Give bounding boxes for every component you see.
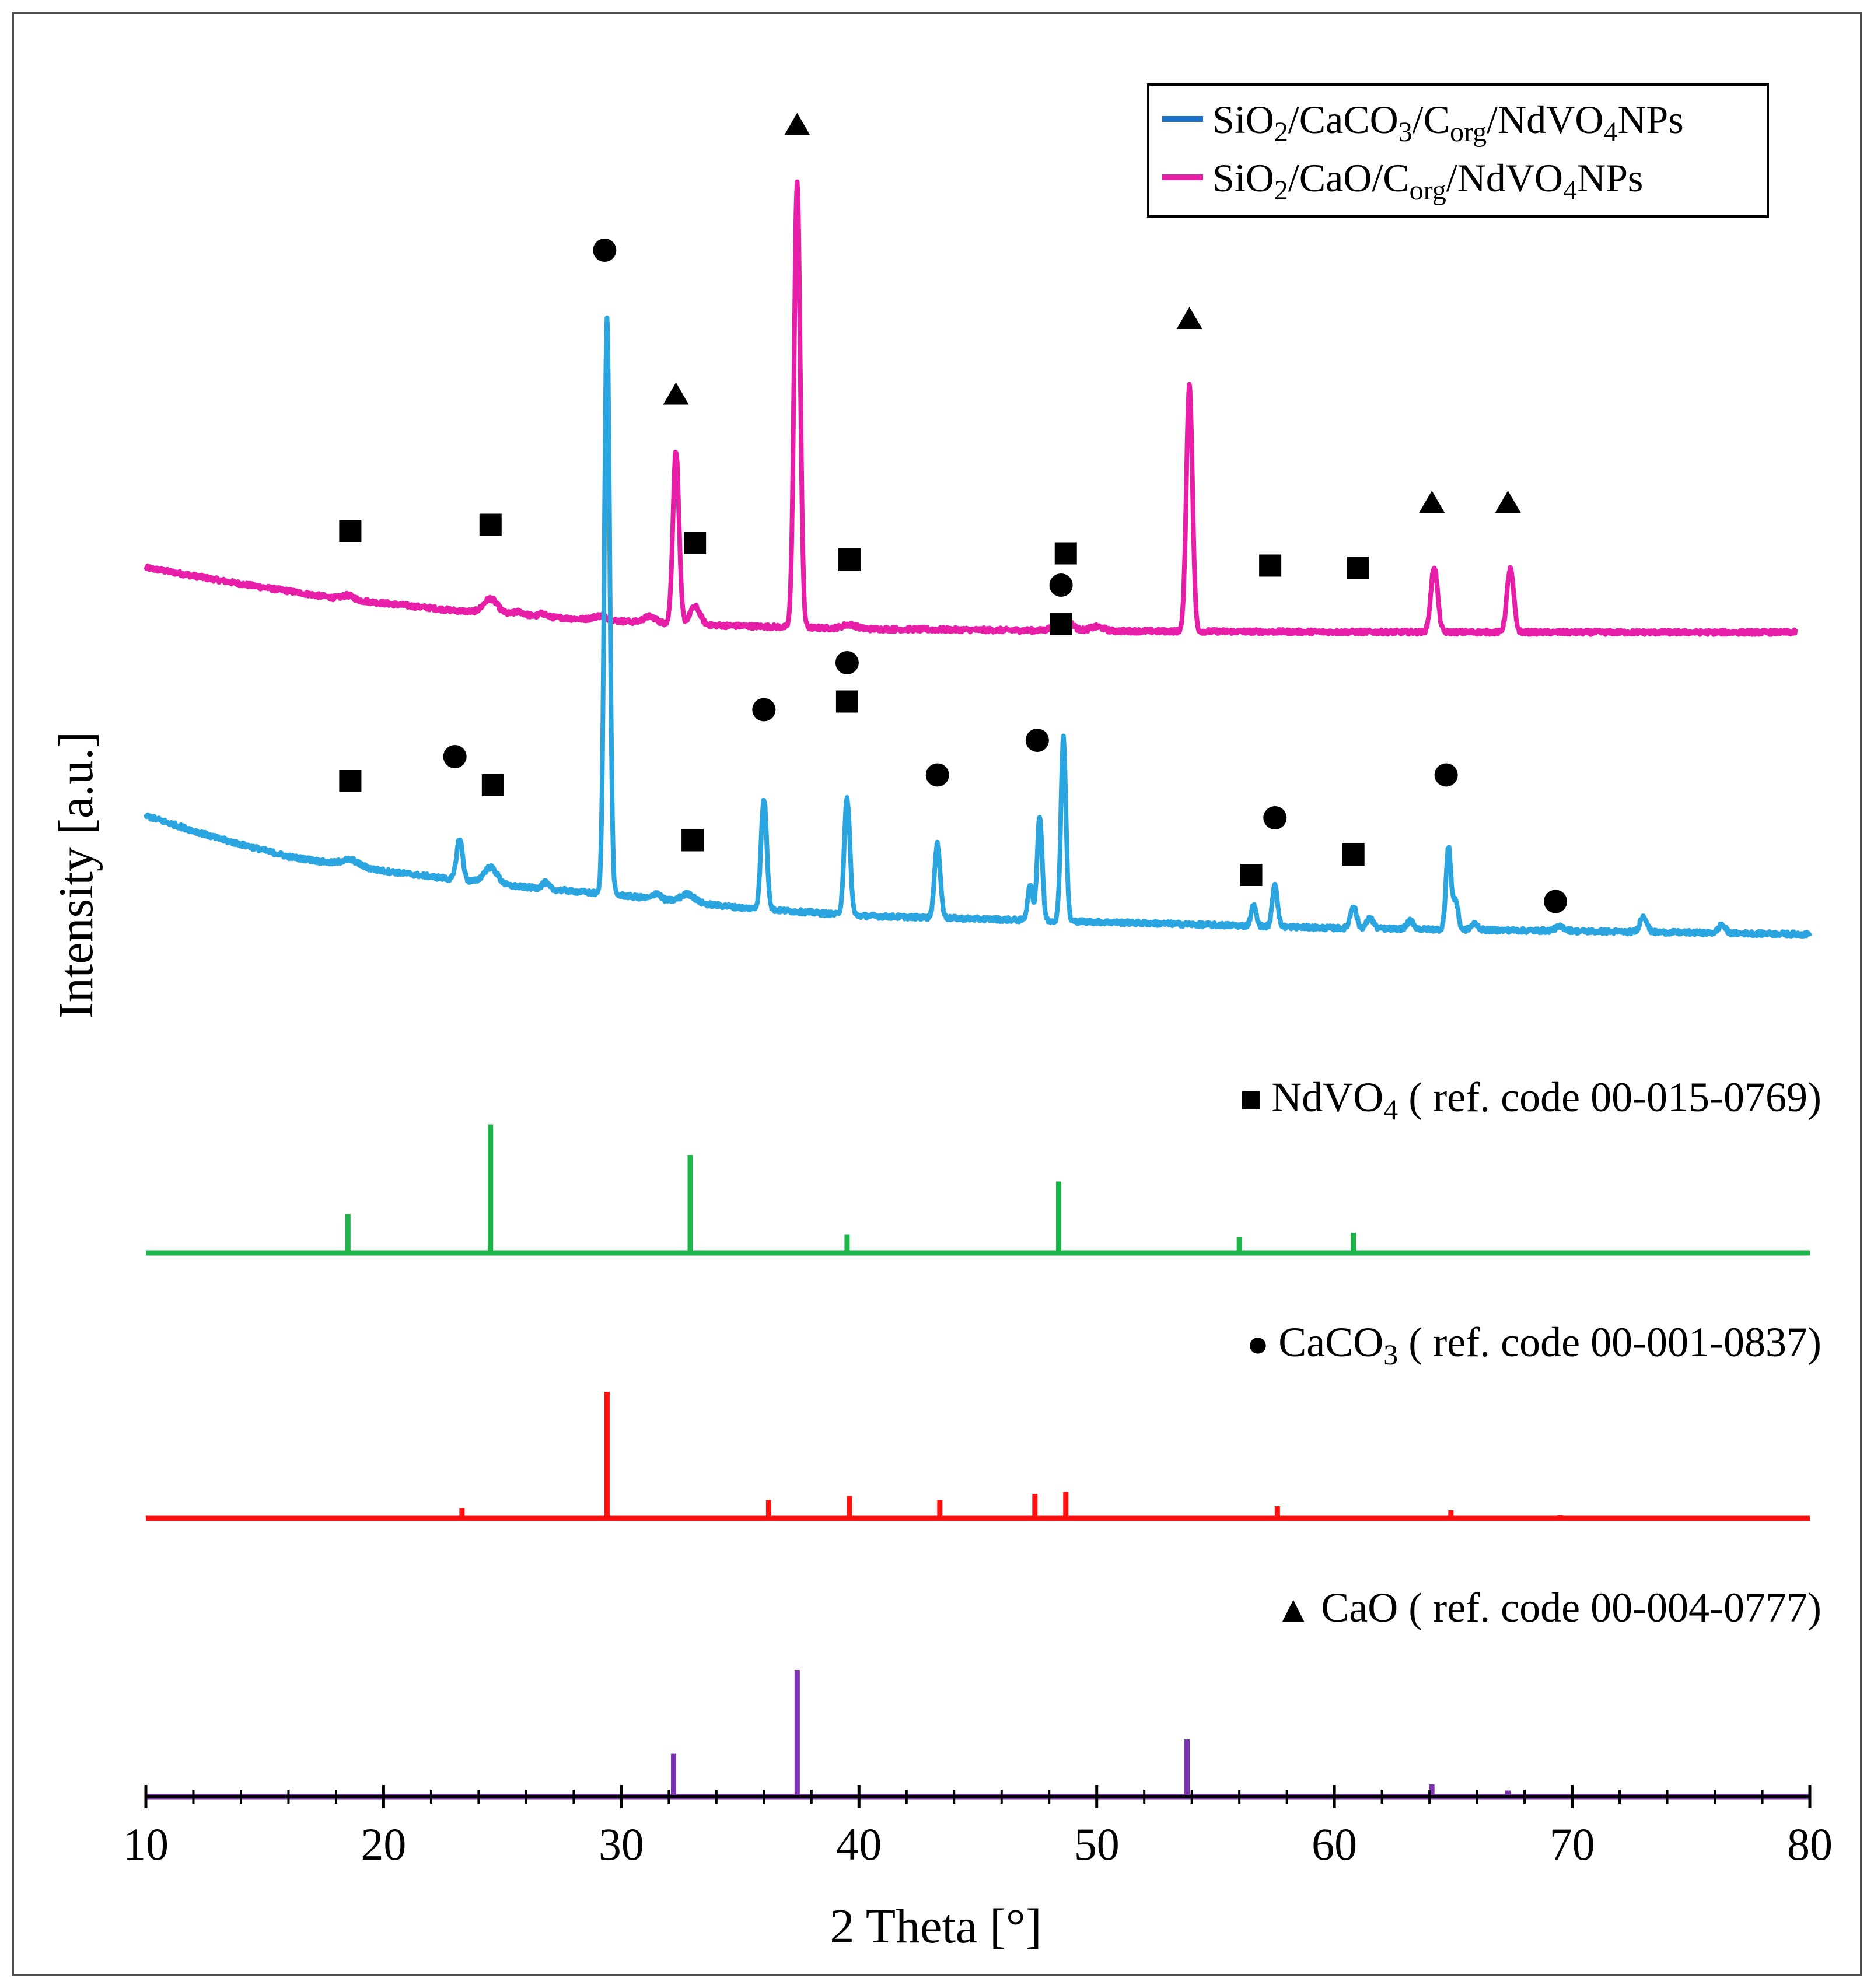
series-line-carbonate: [144, 315, 1812, 939]
series-layer: [144, 179, 1812, 939]
reference-label: ▲ CaO ( ref. code 00-004-0777): [1275, 1584, 1821, 1631]
x-tick-label: 80: [1787, 1819, 1833, 1870]
reference-label: ● CaCO3 ( ref. code 00-001-0837): [1247, 1319, 1821, 1371]
reference-label-part: 4: [1383, 1093, 1398, 1126]
legend-label-part: /NdVO: [1487, 97, 1603, 142]
x-tick-label: 50: [1074, 1819, 1120, 1870]
x-tick-label: 10: [123, 1819, 169, 1870]
legend-label-part: 4: [1563, 175, 1577, 206]
legend-label-part: 3: [1398, 117, 1413, 148]
cao-marker: [1495, 491, 1521, 513]
ndvo4-marker: [481, 774, 504, 796]
chart-frame: [12, 12, 1862, 1976]
cao-marker: [784, 113, 810, 135]
caco3-marker: [593, 239, 617, 262]
x-tick-label: 40: [836, 1819, 882, 1870]
ndvo4-marker: [1342, 844, 1365, 866]
caco3-marker: [1049, 573, 1073, 597]
phase-markers: [339, 113, 1568, 914]
reference-label-part: 3: [1383, 1338, 1398, 1371]
reference-label-part: ( ref. code 00-001-0837): [1398, 1319, 1821, 1366]
legend-box: [1147, 83, 1769, 218]
ndvo4-marker: [684, 532, 707, 554]
legend-label-part: SiO: [1212, 156, 1274, 200]
series-line-oxide: [144, 179, 1798, 637]
reference-caco3_ref: ● CaCO3 ( ref. code 00-001-0837): [146, 1319, 1821, 1521]
legend-label-part: org: [1450, 117, 1487, 148]
ndvo4-marker: [339, 520, 362, 542]
reference-label-part: CaO: [1321, 1584, 1398, 1631]
legend-label-part: NPs: [1617, 97, 1683, 142]
legend-label-part: NPs: [1577, 156, 1643, 200]
reference-label: ■ NdVO4 ( ref. code 00-015-0769): [1240, 1074, 1821, 1126]
ndvo4-marker: [835, 690, 858, 713]
ndvo4-marker: [1240, 864, 1263, 886]
legend: SiO2/CaCO3/Corg/NdVO4NPsSiO2/CaO/Corg/Nd…: [1147, 83, 1769, 218]
y-axis-label: Intensity [a.u.]: [49, 732, 103, 1019]
x-axis: 10 20 30 40 50 60 70 80: [123, 1785, 1833, 1870]
x-tick-label: 30: [599, 1819, 644, 1870]
caco3-marker: [1434, 763, 1458, 787]
cao-marker: [1176, 307, 1202, 329]
reference-label-part: ●: [1247, 1323, 1279, 1364]
ndvo4-marker: [1050, 612, 1072, 635]
legend-label-part: 2: [1274, 117, 1288, 148]
caco3-marker: [1025, 729, 1049, 752]
legend-label-part: org: [1410, 175, 1446, 206]
caco3-marker: [835, 651, 859, 674]
legend-label-part: /NdVO: [1446, 156, 1563, 200]
x-tick-label: 60: [1312, 1819, 1357, 1870]
x-axis-label: 2 Theta [°]: [830, 1899, 1041, 1954]
ndvo4-marker: [479, 513, 502, 536]
ndvo4-marker: [1259, 554, 1282, 577]
ndvo4-marker: [1347, 556, 1369, 579]
reference-ndvo4_ref: ■ NdVO4 ( ref. code 00-015-0769): [146, 1074, 1821, 1256]
legend-label-oxide: SiO2/CaO/Corg/NdVO4NPs: [1212, 156, 1643, 206]
caco3-marker: [1544, 890, 1568, 914]
cao-marker: [1419, 491, 1445, 513]
reference-label-part: ■: [1240, 1078, 1272, 1119]
legend-label-part: 2: [1274, 175, 1288, 206]
ndvo4-marker: [339, 770, 362, 792]
ndvo4-marker: [681, 829, 704, 852]
legend-label-carbonate: SiO2/CaCO3/Corg/NdVO4NPs: [1212, 97, 1684, 148]
cao-marker: [663, 382, 689, 405]
reference-label-part: NdVO: [1271, 1074, 1383, 1121]
legend-label-part: /C: [1413, 97, 1450, 142]
legend-label-part: SiO: [1212, 97, 1274, 142]
legend-label-part: /CaCO: [1288, 97, 1398, 142]
caco3-marker: [443, 745, 467, 768]
ndvo4-marker: [838, 548, 861, 570]
caco3-marker: [752, 698, 776, 722]
reference-label-part: ( ref. code 00-004-0777): [1398, 1584, 1821, 1631]
caco3-marker: [1263, 806, 1287, 830]
legend-label-part: 4: [1603, 117, 1617, 148]
legend-label-part: /CaO/C: [1288, 156, 1410, 200]
reference-label-part: ( ref. code 00-015-0769): [1398, 1074, 1821, 1121]
reference-label-part: ▲: [1275, 1588, 1321, 1630]
x-tick-label: 70: [1550, 1819, 1595, 1870]
reference-patterns: ■ NdVO4 ( ref. code 00-015-0769) ● CaCO3 …: [146, 1074, 1821, 1800]
x-tick-label: 20: [361, 1819, 406, 1870]
reference-label-part: CaCO: [1278, 1319, 1383, 1366]
ndvo4-marker: [1054, 542, 1077, 565]
caco3-marker: [925, 763, 949, 787]
